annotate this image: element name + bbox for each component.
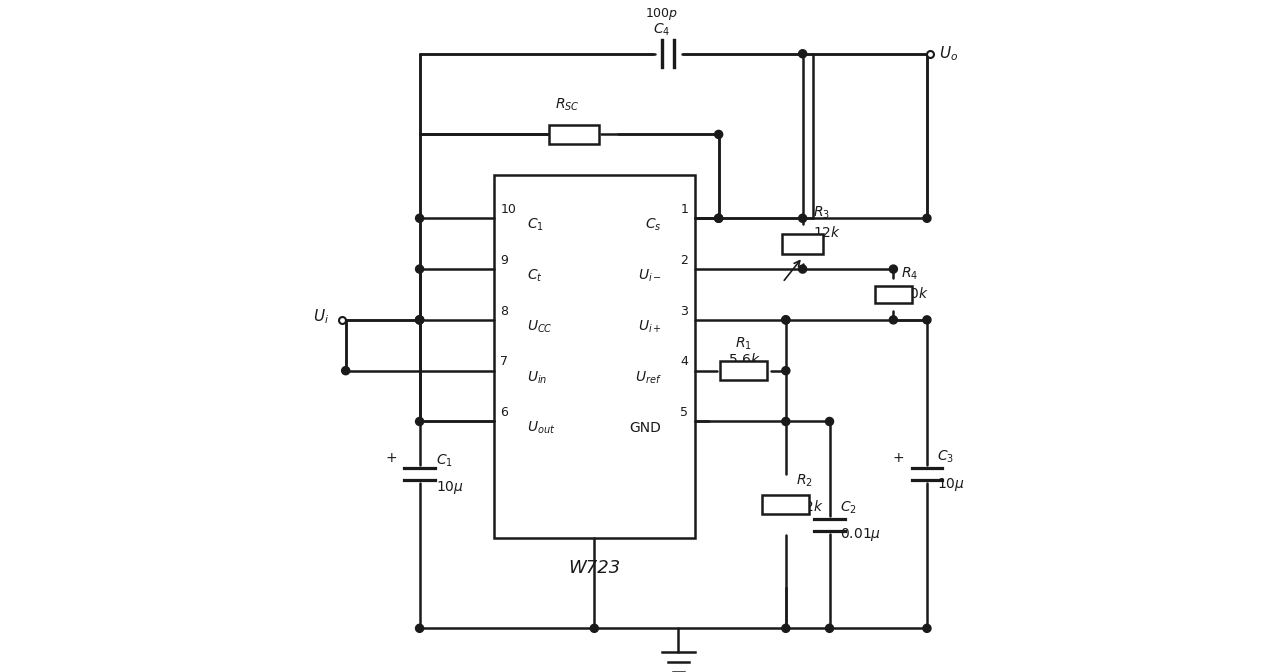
Circle shape — [416, 417, 424, 425]
Text: $R_1$: $R_1$ — [735, 335, 753, 351]
Text: 9: 9 — [500, 254, 508, 267]
Circle shape — [416, 316, 424, 324]
Text: 7: 7 — [500, 355, 508, 368]
Text: 8: 8 — [500, 304, 508, 318]
Circle shape — [715, 130, 722, 138]
Text: 1: 1 — [680, 203, 688, 216]
Text: 5: 5 — [680, 407, 688, 419]
Circle shape — [782, 316, 790, 324]
Text: $10k$: $10k$ — [901, 286, 929, 301]
Bar — [782, 234, 823, 254]
Circle shape — [715, 214, 722, 222]
Circle shape — [889, 316, 897, 324]
Text: $C_3$: $C_3$ — [937, 449, 954, 465]
Text: 2: 2 — [680, 254, 688, 267]
Bar — [549, 125, 600, 144]
Circle shape — [782, 624, 790, 632]
Text: $C_2$: $C_2$ — [840, 499, 856, 516]
Text: +: + — [893, 451, 905, 465]
Circle shape — [889, 265, 897, 273]
Circle shape — [799, 214, 806, 222]
Text: +: + — [385, 451, 397, 465]
Circle shape — [416, 316, 424, 324]
Text: $C_t$: $C_t$ — [527, 267, 542, 284]
Circle shape — [923, 624, 931, 632]
Text: GND: GND — [629, 421, 661, 435]
Circle shape — [782, 367, 790, 375]
Circle shape — [923, 316, 931, 324]
Text: $C_s$: $C_s$ — [644, 217, 661, 233]
Text: $R_{SC}$: $R_{SC}$ — [555, 97, 579, 114]
Text: $U_{out}$: $U_{out}$ — [527, 420, 555, 436]
Circle shape — [416, 316, 424, 324]
Circle shape — [923, 214, 931, 222]
Text: $10\mu$: $10\mu$ — [436, 479, 464, 496]
Circle shape — [826, 624, 833, 632]
Circle shape — [591, 624, 598, 632]
Text: $100p$: $100p$ — [644, 6, 678, 22]
Circle shape — [416, 624, 424, 632]
Text: $C_1$: $C_1$ — [436, 452, 453, 469]
Text: $12k$: $12k$ — [796, 499, 824, 515]
Text: $U_{i-}$: $U_{i-}$ — [638, 267, 661, 284]
Text: $12k$: $12k$ — [813, 225, 841, 240]
Text: $R_4$: $R_4$ — [901, 265, 919, 282]
Text: 10: 10 — [500, 203, 516, 216]
Circle shape — [782, 417, 790, 425]
Text: $U_{ref}$: $U_{ref}$ — [634, 369, 661, 386]
Text: $5.6k$: $5.6k$ — [727, 352, 760, 367]
Text: $R_3$: $R_3$ — [813, 205, 829, 221]
Circle shape — [416, 214, 424, 222]
Text: 6: 6 — [500, 407, 508, 419]
Text: 3: 3 — [680, 304, 688, 318]
Text: $C_1$: $C_1$ — [527, 217, 544, 233]
Text: $U_{in}$: $U_{in}$ — [527, 369, 547, 386]
Bar — [875, 286, 912, 303]
Text: $U_{i+}$: $U_{i+}$ — [638, 319, 661, 335]
Circle shape — [416, 265, 424, 273]
Text: $U_o$: $U_o$ — [939, 44, 958, 63]
Bar — [762, 495, 809, 514]
Text: $0.01\mu$: $0.01\mu$ — [840, 526, 880, 544]
Bar — [494, 175, 695, 538]
Circle shape — [782, 316, 790, 324]
Bar — [721, 362, 767, 380]
Circle shape — [342, 367, 350, 375]
Text: $R_2$: $R_2$ — [796, 472, 813, 489]
Circle shape — [826, 417, 833, 425]
Circle shape — [715, 214, 722, 222]
Text: +: + — [795, 501, 806, 515]
Text: $U_i$: $U_i$ — [313, 307, 329, 326]
Text: W723: W723 — [568, 559, 620, 577]
Circle shape — [799, 265, 806, 273]
Text: 4: 4 — [680, 355, 688, 368]
Text: $U_{CC}$: $U_{CC}$ — [527, 319, 553, 335]
Circle shape — [799, 50, 806, 58]
Text: $C_4$: $C_4$ — [653, 22, 670, 38]
Text: $10\mu$: $10\mu$ — [937, 476, 965, 493]
